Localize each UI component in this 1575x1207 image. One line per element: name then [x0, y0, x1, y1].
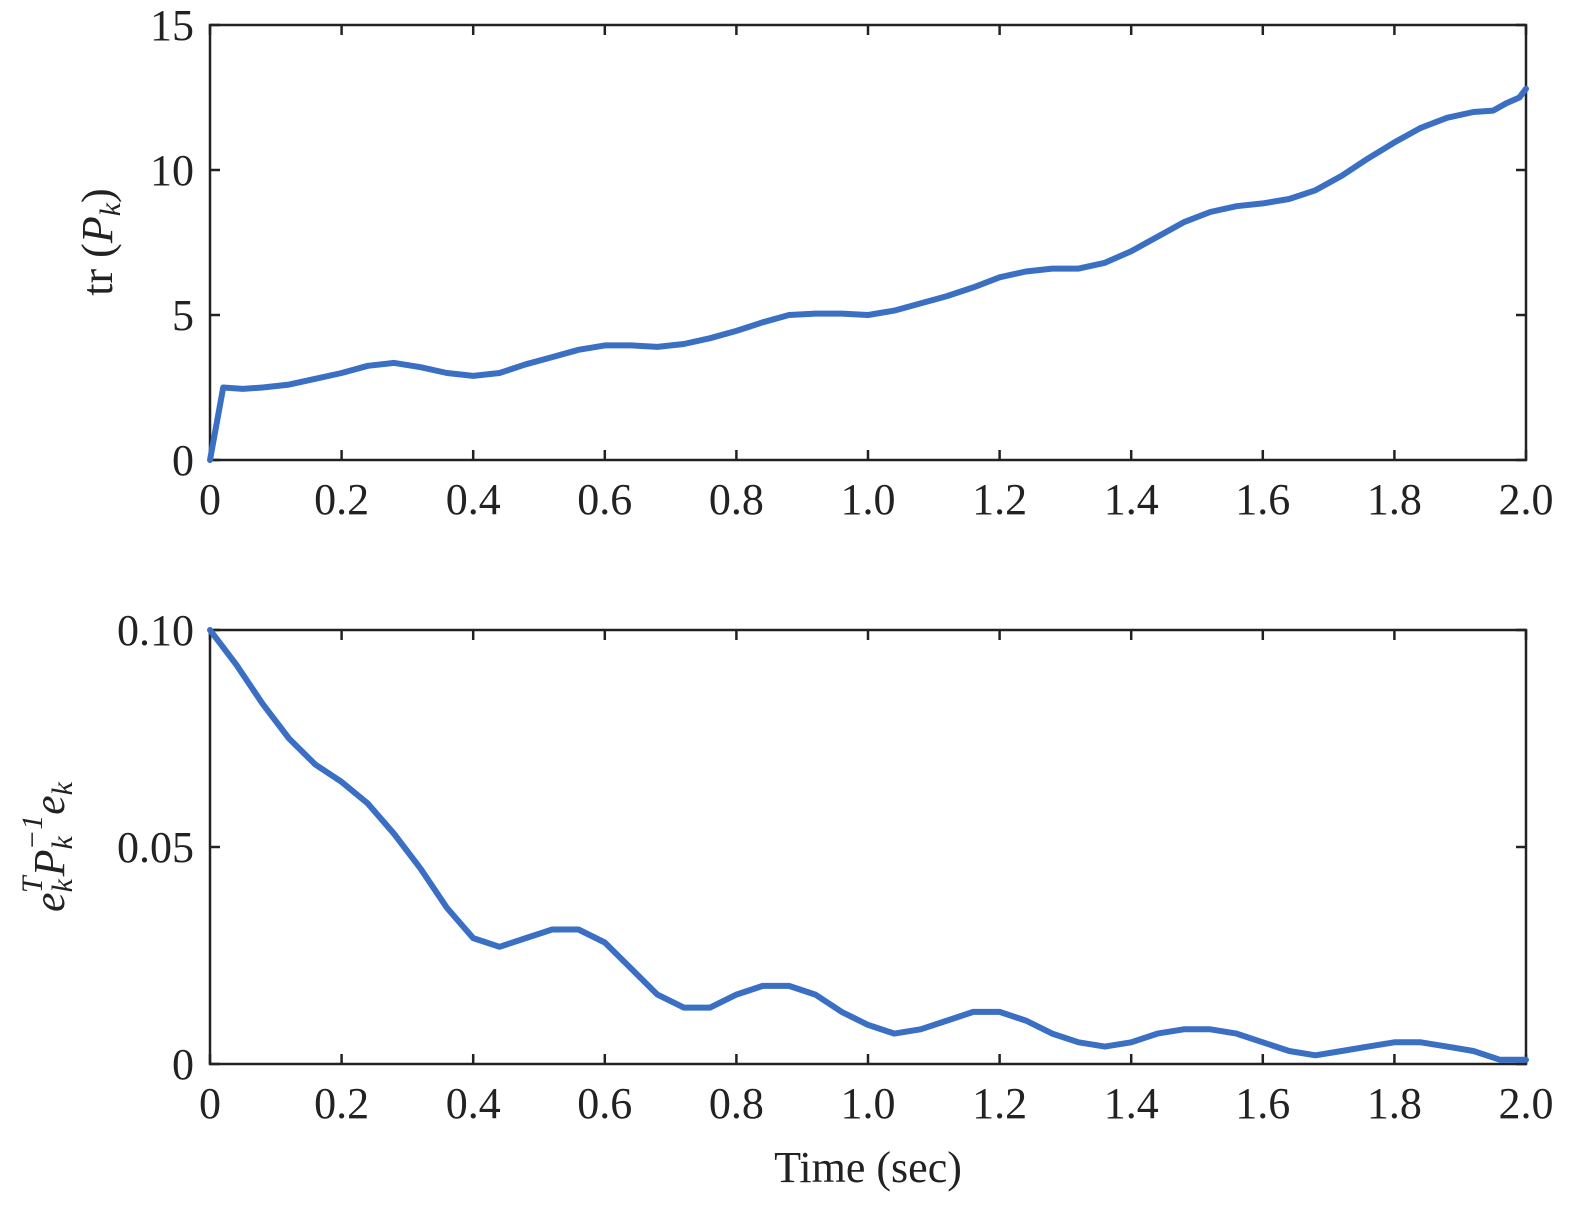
top-y-tick-label: 5: [172, 291, 194, 340]
top-plot-y-axis-label: tr (Pk): [73, 188, 127, 295]
bottom-x-tick-label: 1.8: [1367, 1079, 1422, 1128]
bottom-x-tick-label: 1.2: [972, 1079, 1027, 1128]
bottom-y-tick-label: 0.05: [117, 823, 194, 872]
bottom-plot-ticks: [208, 628, 1528, 1066]
bottom-x-tick-label: 0.4: [446, 1079, 501, 1128]
bottom-x-tick-label: 0: [199, 1079, 221, 1128]
bottom-x-tick-label: 0.6: [577, 1079, 632, 1128]
top-x-tick-label: 1.2: [972, 475, 1027, 524]
bottom-plot-y-axis-label: ekTPk−1ek: [16, 781, 79, 912]
top-x-tick-label: 0.4: [446, 475, 501, 524]
bottom-x-tick-label: 1.6: [1235, 1079, 1290, 1128]
bottom-plot-x-axis-label: Time (sec): [774, 1143, 962, 1192]
bottom-x-tick-label: 1.0: [841, 1079, 896, 1128]
top-plot-series: [207, 85, 1529, 463]
top-x-tick-label: 1.0: [841, 475, 896, 524]
bottom-plot-y-tick-labels: 0 0.05 0.10: [117, 606, 194, 1089]
top-y-tick-label: 15: [150, 1, 194, 50]
bottom-x-tick-label: 1.4: [1104, 1079, 1159, 1128]
bottom-plot-x-tick-labels: 0 0.2 0.4 0.6 0.8 1.0 1.2 1.4 1.6 1.8 2.0: [199, 1079, 1554, 1128]
top-x-tick-label: 0: [199, 475, 221, 524]
top-x-tick-label: 1.6: [1235, 475, 1290, 524]
top-y-tick-label: 10: [150, 146, 194, 195]
top-x-tick-label: 0.6: [577, 475, 632, 524]
top-plot-x-tick-labels: 0 0.2 0.4 0.6 0.8 1.0 1.2 1.4 1.6 1.8 2.0: [199, 475, 1554, 524]
top-plot-axes-box: [208, 23, 1528, 462]
bottom-y-tick-label: 0.10: [117, 606, 194, 655]
top-y-tick-label: 0: [172, 436, 194, 485]
top-series-line: [207, 85, 1529, 463]
bottom-plot: 0 0.2 0.4 0.6 0.8 1.0 1.2 1.4 1.6 1.8 2.0 0 0.05 0.1…: [16, 606, 1554, 1192]
top-x-tick-label: 2.0: [1499, 475, 1554, 524]
top-plot-y-tick-labels: 0 5 10 15: [150, 1, 194, 485]
bottom-plot-series: [207, 627, 1529, 1063]
bottom-x-tick-label: 0.2: [314, 1079, 369, 1128]
top-x-tick-label: 1.4: [1104, 475, 1159, 524]
bottom-y-tick-label: 0: [172, 1040, 194, 1089]
top-x-tick-label: 0.8: [709, 475, 764, 524]
top-plot-ticks: [208, 23, 1528, 462]
top-x-tick-label: 1.8: [1367, 475, 1422, 524]
top-x-tick-label: 0.2: [314, 475, 369, 524]
bottom-x-tick-label: 2.0: [1499, 1079, 1554, 1128]
bottom-series-line: [207, 627, 1529, 1063]
top-plot: 0 0.2 0.4 0.6 0.8 1.0 1.2 1.4 1.6 1.8 2.0 0 5 10 15 t…: [73, 1, 1554, 524]
bottom-x-tick-label: 0.8: [709, 1079, 764, 1128]
